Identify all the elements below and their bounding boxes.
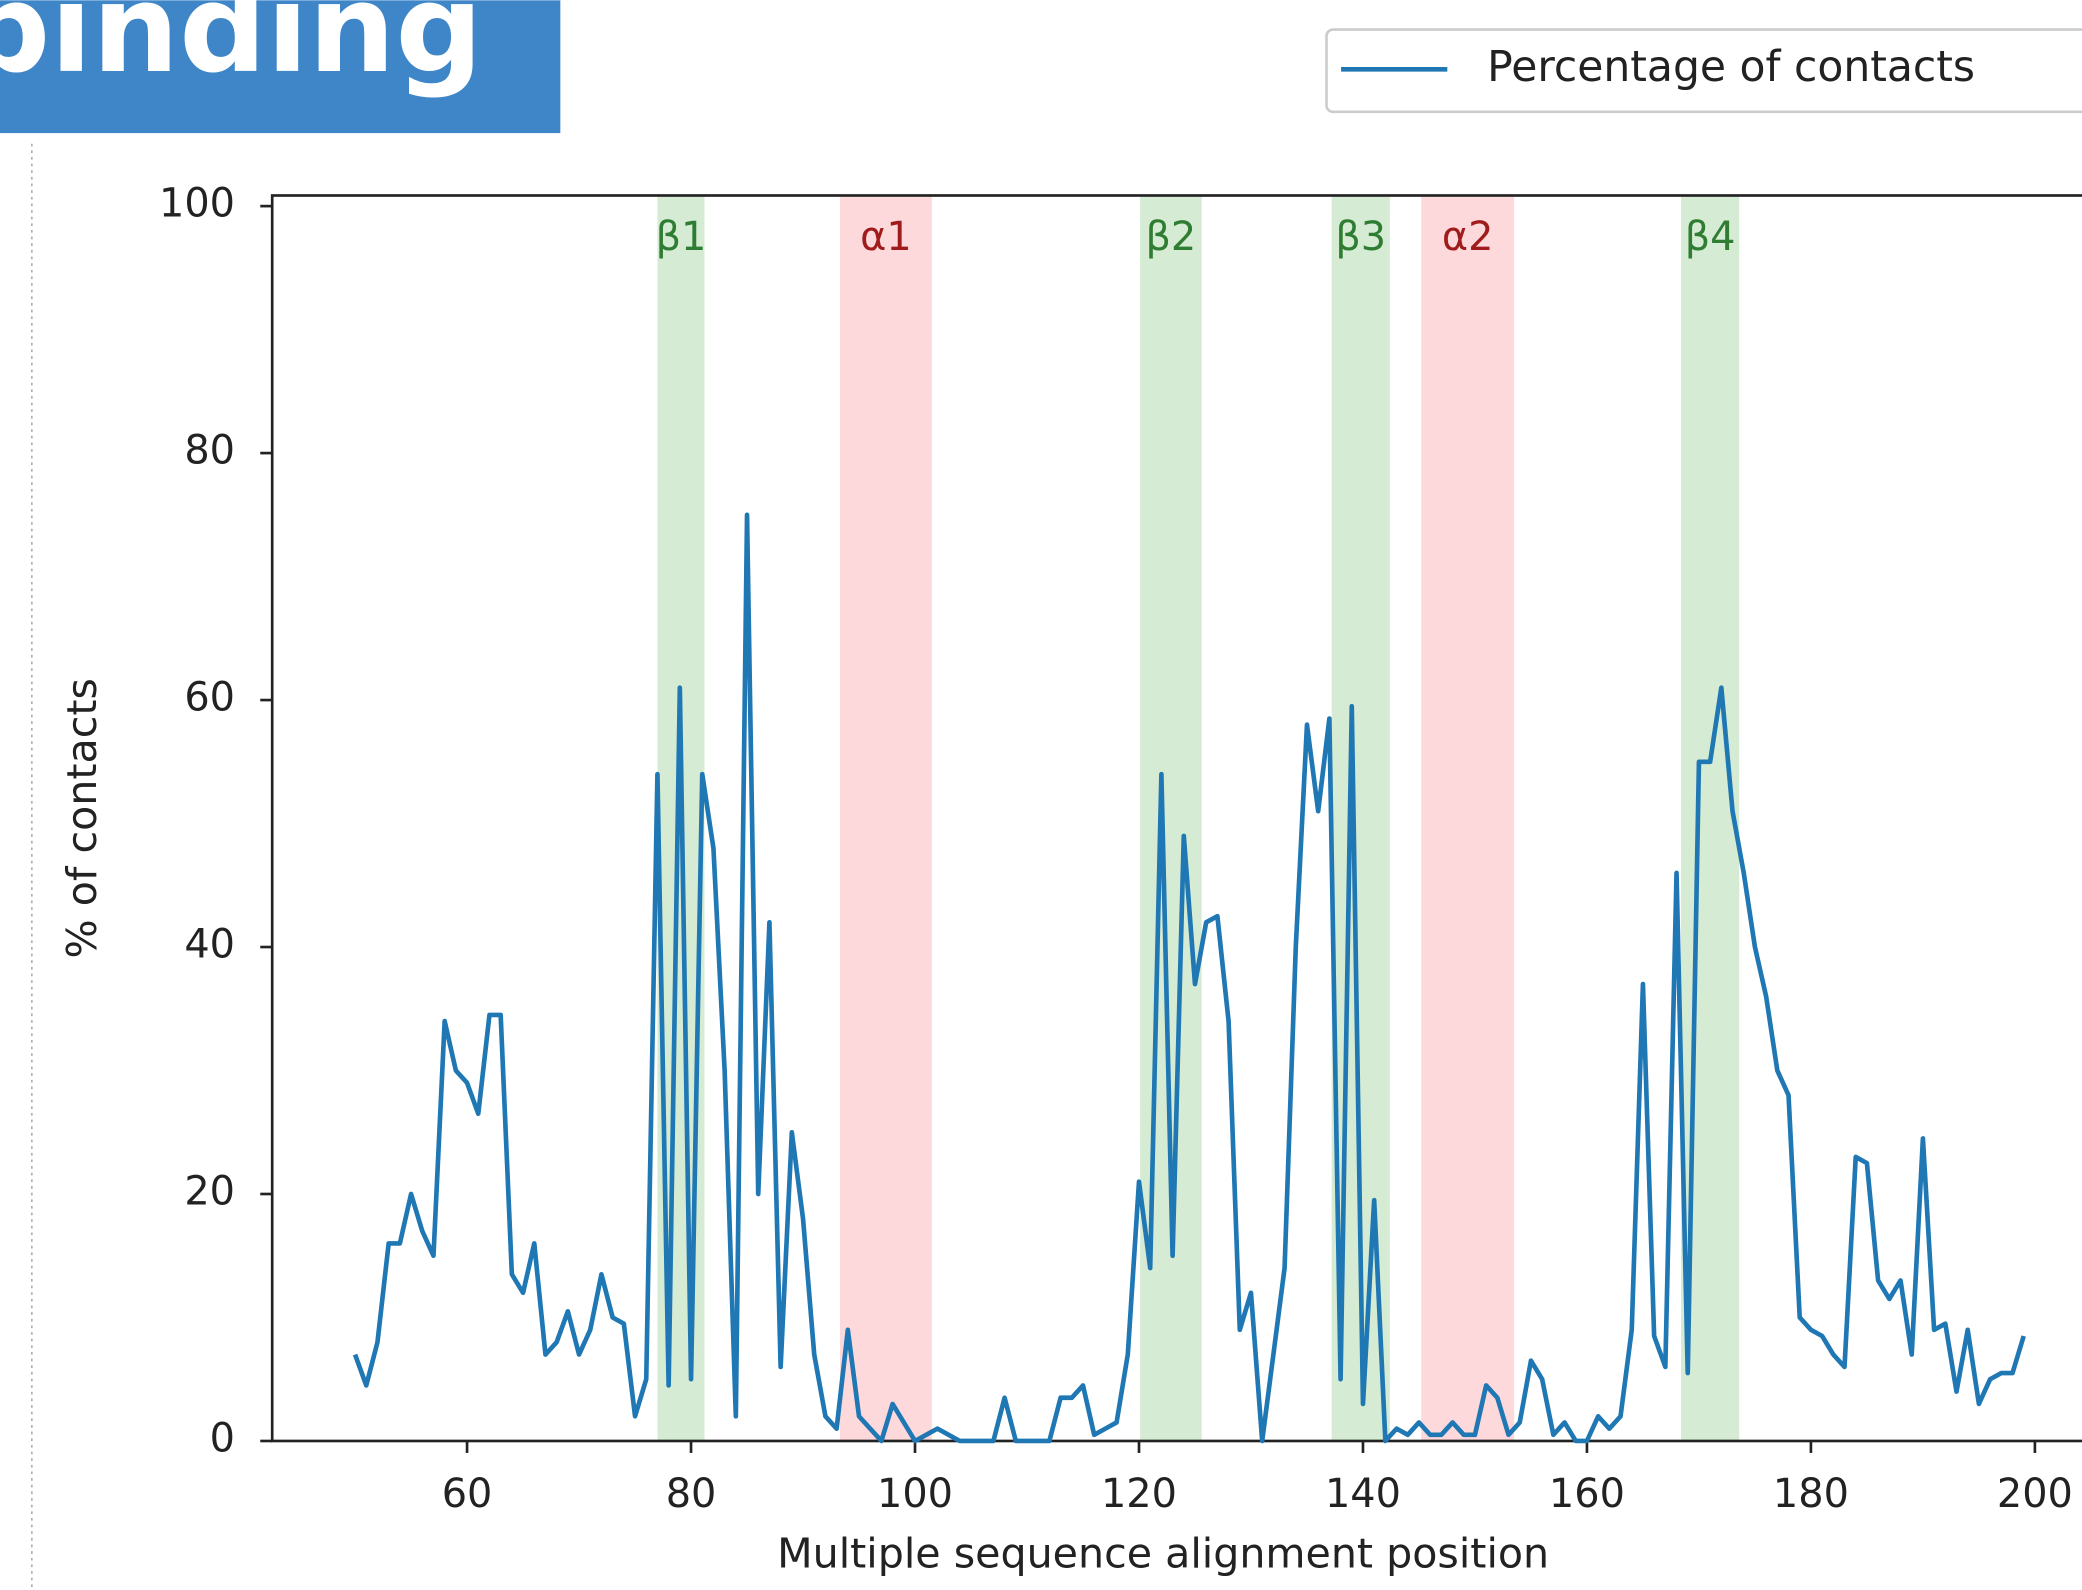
- region-label: β1: [656, 214, 707, 260]
- x-tick-label: 80: [666, 1471, 717, 1517]
- region-label: β2: [1146, 214, 1197, 260]
- y-tick-label: 80: [184, 428, 235, 474]
- region-span: [1421, 195, 1515, 1441]
- y-tick-label: 20: [184, 1169, 235, 1215]
- region-label: β3: [1335, 214, 1386, 260]
- region-label: β4: [1685, 214, 1736, 260]
- x-tick-label: 120: [1101, 1471, 1177, 1517]
- y-tick-label: 0: [210, 1415, 235, 1461]
- banner-title: binding: [0, 0, 483, 100]
- x-axis-label: Multiple sequence alignment position: [777, 1529, 1549, 1577]
- legend-label: Percentage of contacts: [1487, 43, 1975, 92]
- x-tick-label: 200: [1997, 1471, 2073, 1517]
- x-tick-label: 140: [1325, 1471, 1401, 1517]
- title-banner: [0, 0, 561, 134]
- legend-box: [1325, 28, 2082, 114]
- region-label: α2: [1442, 214, 1494, 260]
- y-axis-label: % of contacts: [58, 678, 106, 958]
- x-tick-label: 100: [877, 1471, 953, 1517]
- axes-frame: [270, 194, 2082, 1443]
- x-tick-label: 160: [1549, 1471, 1625, 1517]
- region-span: [839, 195, 932, 1441]
- y-tick-label: 60: [184, 675, 235, 721]
- y-tick-label: 100: [159, 181, 235, 227]
- x-tick-label: 180: [1773, 1471, 1849, 1517]
- region-label: α1: [860, 214, 912, 260]
- y-tick-label: 40: [184, 922, 235, 968]
- x-tick-label: 60: [442, 1471, 493, 1517]
- data-line: [352, 512, 2026, 1444]
